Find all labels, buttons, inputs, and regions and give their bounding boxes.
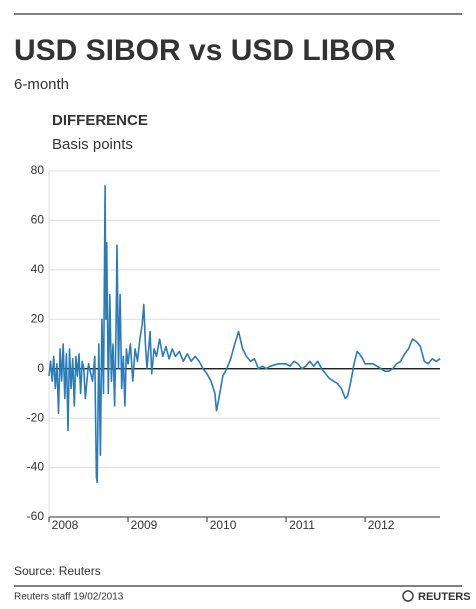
subtitle: 6-month [14,76,69,93]
x-tick-label: 2008 [52,518,79,532]
x-tick-label: 2012 [368,518,395,532]
logo-icon [402,590,414,602]
y-tick-label: 0 [37,361,44,375]
panel-title: DIFFERENCE [52,112,148,129]
x-tick-label: 2010 [210,518,237,532]
y-tick-label: 20 [31,311,45,325]
y-tick-label: -60 [27,509,45,523]
y-tick-label: 60 [31,213,45,227]
x-tick-label: 2011 [289,518,315,532]
credit: Reuters staff 19/02/2013 [14,592,124,603]
y-tick-label: 80 [31,163,45,177]
y-tick-label: -40 [27,460,45,474]
y-label: Basis points [52,136,133,153]
chart-title: USD SIBOR vs USD LIBOR [14,34,396,67]
y-tick-label: 40 [31,262,45,276]
x-tick-label: 2009 [131,518,158,532]
y-tick-label: -20 [27,410,45,424]
logo: REUTERS [418,591,471,603]
data-line [48,185,441,484]
source: Source: Reuters [14,564,101,578]
